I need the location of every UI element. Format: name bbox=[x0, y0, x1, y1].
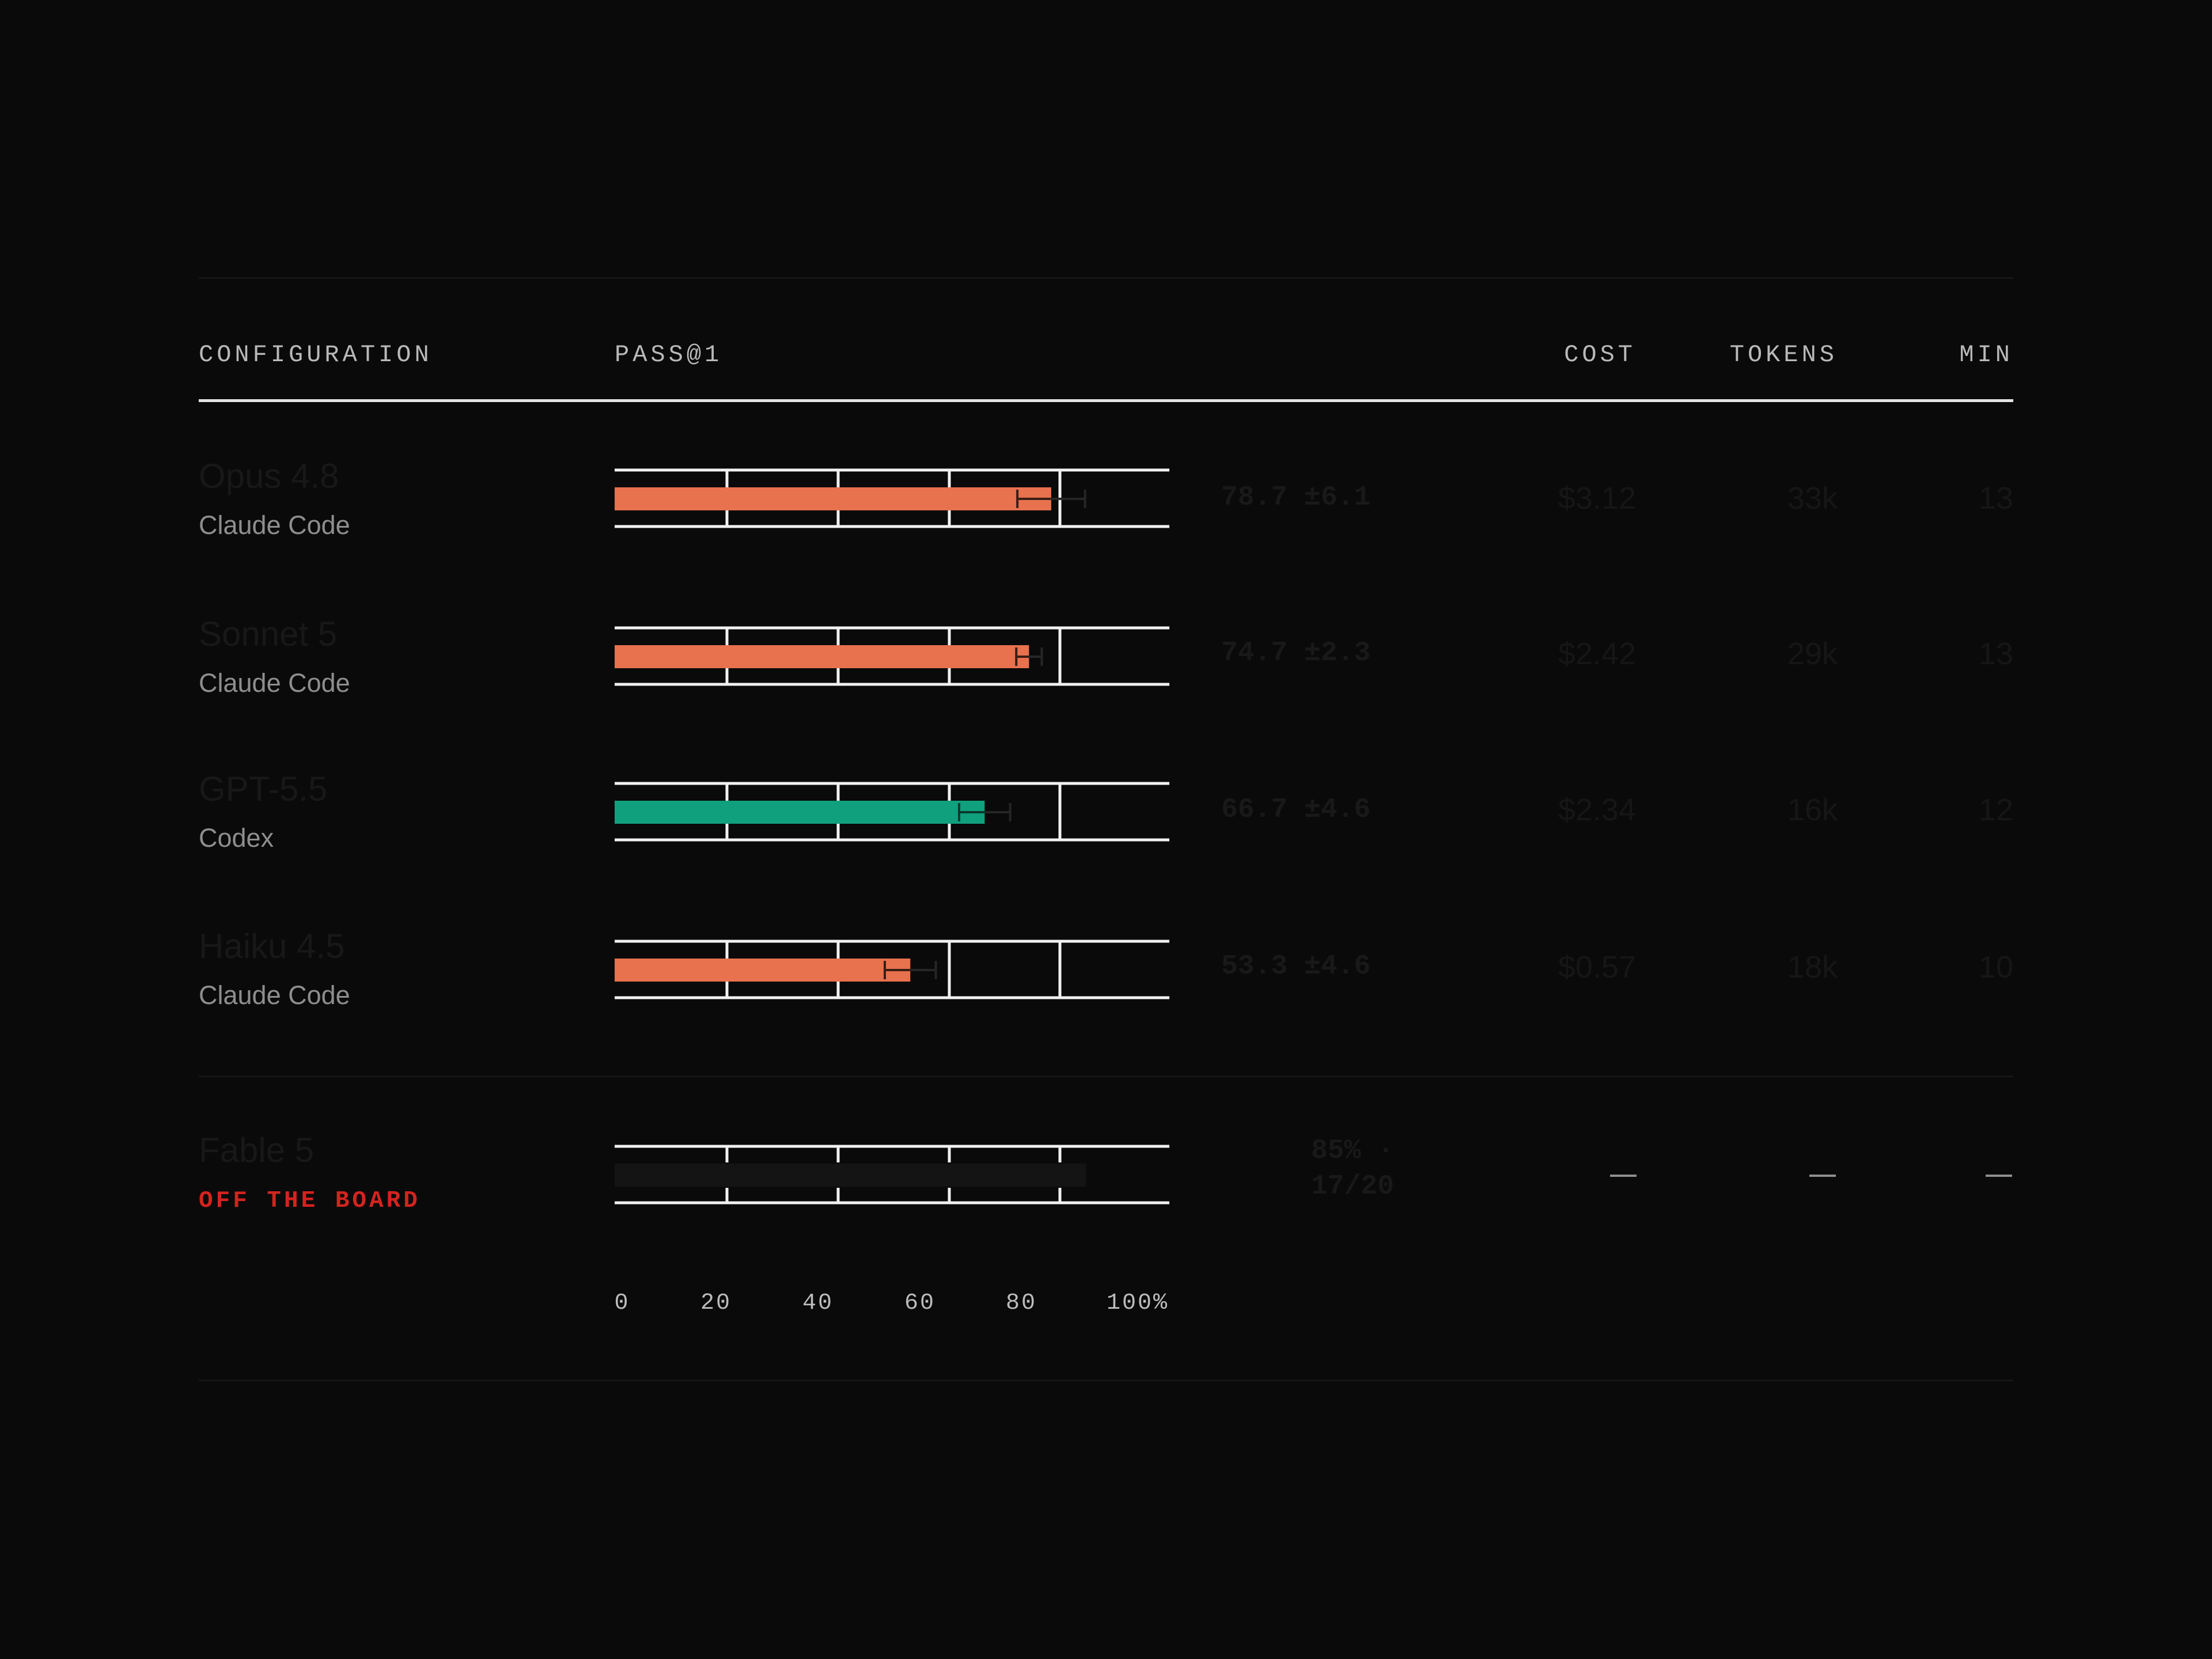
score-value: 66.7 ±4.6 bbox=[1221, 794, 1371, 825]
bar-sonnet-5 bbox=[615, 645, 1029, 668]
model-name: Sonnet 5 bbox=[199, 615, 338, 653]
bar-fable-5 bbox=[615, 1164, 1086, 1187]
x-tick-label: 60 bbox=[904, 1290, 935, 1316]
score-value: 85% · 17/20 bbox=[1221, 1133, 1394, 1205]
minutes-dash bbox=[1986, 1175, 2012, 1177]
cost-dash bbox=[1610, 1175, 1637, 1177]
score-value: 78.7 ±6.1 bbox=[1221, 482, 1371, 513]
harness-name: Claude Code bbox=[199, 980, 350, 1010]
harness-name: Claude Code bbox=[199, 668, 350, 698]
minutes-value: 13 bbox=[1978, 637, 2013, 671]
top-rule bbox=[199, 277, 2013, 279]
cost-value: $2.42 bbox=[1558, 637, 1636, 671]
model-name: Fable 5 bbox=[199, 1131, 315, 1169]
x-tick-label: 0 bbox=[614, 1290, 630, 1316]
tokens-value: 33k bbox=[1787, 481, 1838, 516]
x-tick-label: 20 bbox=[700, 1290, 732, 1316]
x-tick-label: 40 bbox=[802, 1290, 834, 1316]
score-percent: 85% · bbox=[1310, 1135, 1394, 1166]
cost-value: $0.57 bbox=[1558, 950, 1636, 984]
tokens-dash bbox=[1809, 1175, 1836, 1177]
header-min: MIN bbox=[1959, 341, 2013, 369]
cost-value: $3.12 bbox=[1558, 481, 1636, 516]
header-pass-at-1: PASS@1 bbox=[615, 341, 723, 369]
section-divider bbox=[199, 1075, 2013, 1077]
header-cost: COST bbox=[1564, 341, 1636, 369]
bottom-rule bbox=[199, 1380, 2013, 1381]
x-tick-label: 80 bbox=[1006, 1290, 1037, 1316]
model-name: Opus 4.8 bbox=[199, 457, 339, 495]
score-value: 53.3 ±4.6 bbox=[1221, 951, 1371, 982]
header-tokens: TOKENS bbox=[1729, 341, 1838, 369]
off-the-board-label: OFF THE BOARD bbox=[199, 1188, 421, 1214]
header-rule bbox=[199, 399, 2013, 402]
harness-name: Claude Code bbox=[199, 510, 350, 540]
score-value: 74.7 ±2.3 bbox=[1221, 638, 1371, 669]
bar-gpt-5-5 bbox=[615, 801, 985, 824]
tokens-value: 29k bbox=[1787, 637, 1838, 671]
model-name: GPT-5.5 bbox=[199, 770, 328, 808]
cost-value: $2.34 bbox=[1558, 793, 1636, 827]
minutes-value: 13 bbox=[1978, 481, 2013, 516]
bar-haiku-4-5 bbox=[615, 959, 911, 982]
header-configuration: CONFIGURATION bbox=[199, 341, 433, 369]
x-tick-label: 100% bbox=[1107, 1290, 1169, 1316]
minutes-value: 12 bbox=[1978, 793, 2013, 827]
tokens-value: 16k bbox=[1787, 793, 1838, 827]
harness-name: Codex bbox=[199, 823, 274, 853]
bar-opus-4-8 bbox=[615, 487, 1051, 510]
minutes-value: 10 bbox=[1978, 950, 2013, 984]
model-name: Haiku 4.5 bbox=[199, 927, 345, 965]
tokens-value: 18k bbox=[1787, 950, 1838, 984]
score-fraction: 17/20 bbox=[1310, 1171, 1394, 1202]
